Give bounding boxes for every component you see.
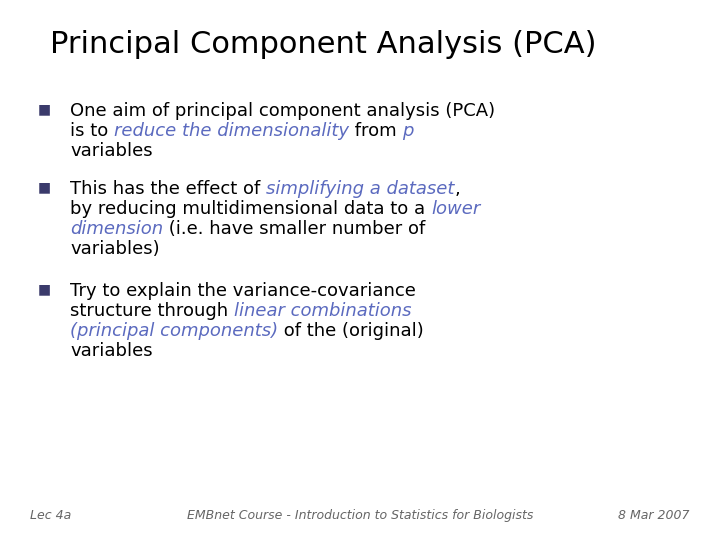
Text: Try to explain the variance-covariance: Try to explain the variance-covariance: [70, 282, 416, 300]
Text: is to: is to: [70, 122, 114, 140]
Text: variables): variables): [70, 240, 160, 258]
Text: Lec 4a: Lec 4a: [30, 509, 71, 522]
Text: (i.e. have smaller number of: (i.e. have smaller number of: [163, 220, 426, 238]
Text: This has the effect of: This has the effect of: [70, 180, 266, 198]
Text: dimension: dimension: [70, 220, 163, 238]
Text: ■: ■: [38, 282, 51, 296]
Text: Principal Component Analysis (PCA): Principal Component Analysis (PCA): [50, 30, 596, 59]
Text: from: from: [349, 122, 402, 140]
Text: by reducing multidimensional data to a: by reducing multidimensional data to a: [70, 200, 431, 218]
Text: One aim of principal component analysis (PCA): One aim of principal component analysis …: [70, 102, 495, 120]
Text: ■: ■: [38, 180, 51, 194]
Text: simplifying a dataset: simplifying a dataset: [266, 180, 454, 198]
Text: EMBnet Course - Introduction to Statistics for Biologists: EMBnet Course - Introduction to Statisti…: [186, 509, 534, 522]
Text: ■: ■: [38, 102, 51, 116]
Text: p: p: [402, 122, 414, 140]
Text: reduce the dimensionality: reduce the dimensionality: [114, 122, 349, 140]
Text: variables: variables: [70, 142, 153, 160]
Text: variables: variables: [70, 342, 153, 360]
Text: (principal components): (principal components): [70, 322, 278, 340]
Text: of the (original): of the (original): [278, 322, 424, 340]
Text: linear combinations: linear combinations: [234, 302, 411, 320]
Text: lower: lower: [431, 200, 480, 218]
Text: 8 Mar 2007: 8 Mar 2007: [618, 509, 690, 522]
Text: structure through: structure through: [70, 302, 234, 320]
Text: ,: ,: [454, 180, 460, 198]
